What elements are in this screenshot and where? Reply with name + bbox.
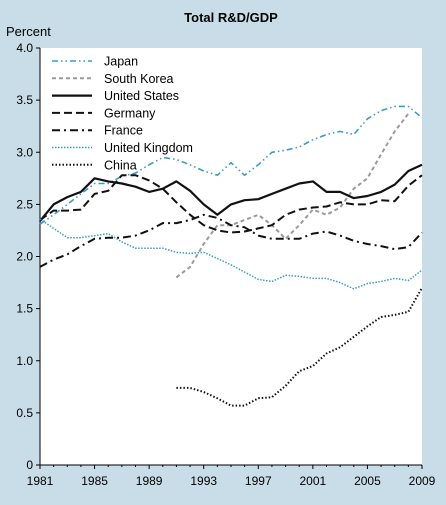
legend-label: Germany xyxy=(104,106,156,120)
legend-label: France xyxy=(104,124,143,138)
y-tick-label: 3.0 xyxy=(16,145,33,159)
y-tick-label: 1.0 xyxy=(16,354,33,368)
x-tick-label: 1989 xyxy=(136,474,163,488)
x-tick-label: 2009 xyxy=(409,474,436,488)
x-tick-label: 1985 xyxy=(81,474,108,488)
legend-label: China xyxy=(104,158,137,172)
y-tick-label: 0.5 xyxy=(16,406,33,420)
y-axis-label: Percent xyxy=(6,24,51,39)
x-tick-label: 1997 xyxy=(245,474,272,488)
legend-label: Japan xyxy=(104,55,138,69)
legend-label: United States xyxy=(104,89,179,103)
y-tick-label: 2.0 xyxy=(16,250,33,264)
chart-title: Total R&D/GDP xyxy=(184,10,278,25)
x-tick-label: 1993 xyxy=(190,474,217,488)
legend-label: United Kingdom xyxy=(104,141,193,155)
plot-area xyxy=(40,48,422,465)
y-tick-label: 0 xyxy=(26,458,33,472)
x-tick-label: 1981 xyxy=(27,474,54,488)
x-tick-label: 2005 xyxy=(354,474,381,488)
y-tick-label: 4.0 xyxy=(16,41,33,55)
legend-label: South Korea xyxy=(104,72,174,86)
y-tick-label: 2.5 xyxy=(16,197,33,211)
x-tick-label: 2001 xyxy=(300,474,327,488)
y-tick-label: 3.5 xyxy=(16,93,33,107)
y-tick-label: 1.5 xyxy=(16,302,33,316)
